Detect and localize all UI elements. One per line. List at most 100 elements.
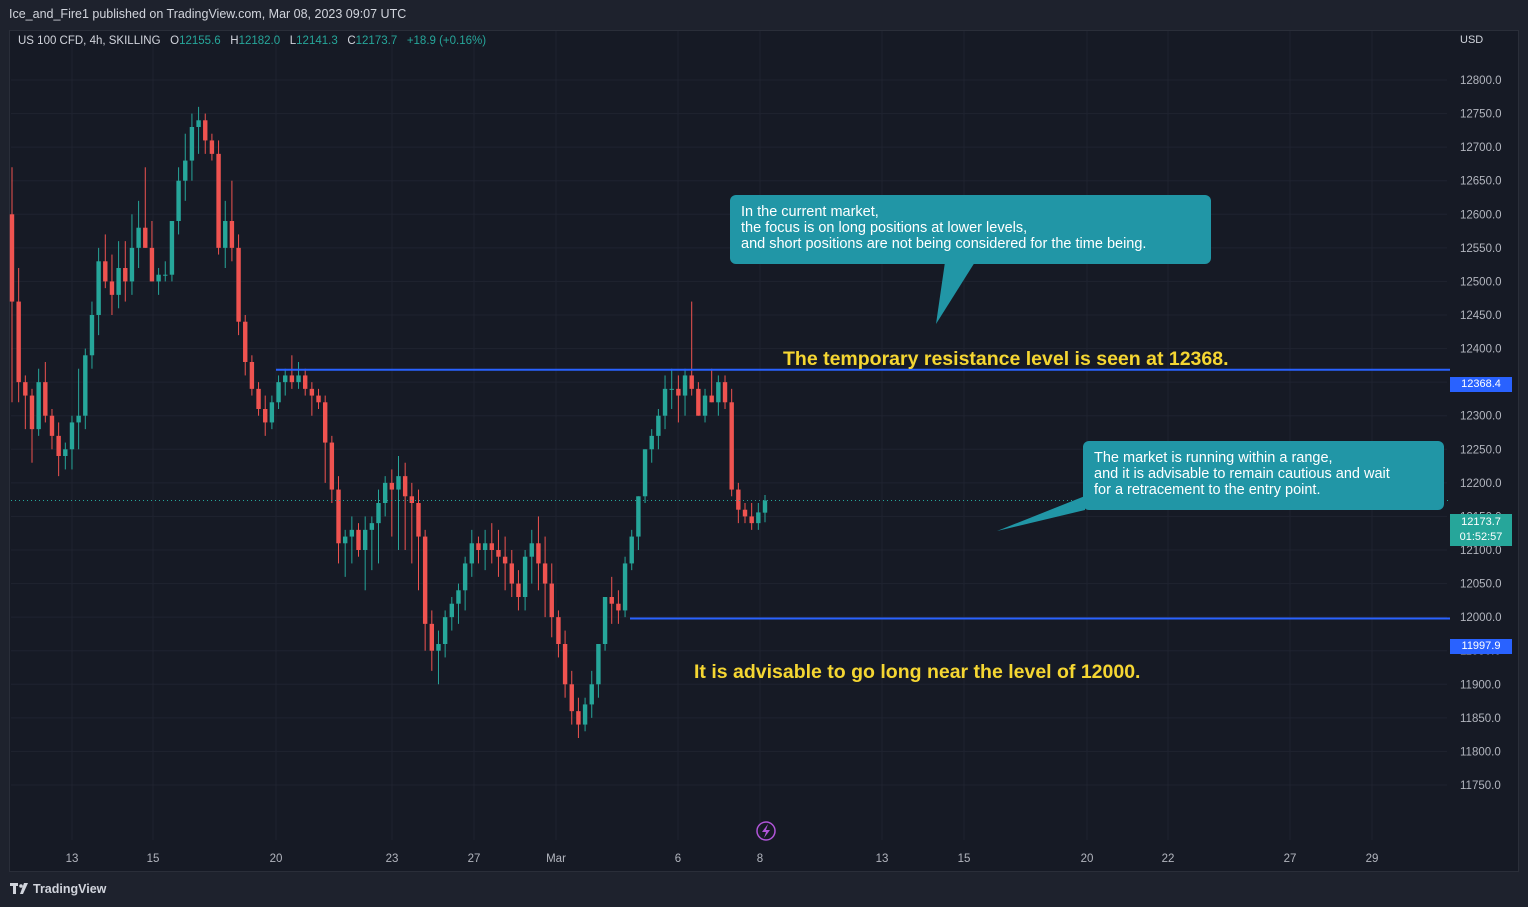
candle[interactable] xyxy=(316,388,321,409)
candle[interactable] xyxy=(529,529,534,584)
candle[interactable] xyxy=(636,496,641,550)
candle[interactable] xyxy=(116,241,121,309)
candle[interactable] xyxy=(56,422,61,477)
candle[interactable] xyxy=(342,529,348,577)
candle[interactable] xyxy=(462,556,468,611)
candle[interactable] xyxy=(16,268,21,403)
candle[interactable] xyxy=(63,442,68,470)
candle[interactable] xyxy=(136,200,141,268)
candle[interactable] xyxy=(656,409,661,450)
candle[interactable] xyxy=(609,576,614,624)
candle[interactable] xyxy=(256,382,261,416)
candle[interactable] xyxy=(382,476,388,517)
candle[interactable] xyxy=(203,113,208,154)
candle[interactable] xyxy=(109,254,115,315)
candle[interactable] xyxy=(702,388,708,423)
candle[interactable] xyxy=(449,597,455,631)
candle[interactable] xyxy=(762,494,768,523)
candle[interactable] xyxy=(389,469,395,537)
candle[interactable] xyxy=(402,462,408,550)
candle[interactable] xyxy=(349,516,355,564)
candle[interactable] xyxy=(283,368,288,396)
candle[interactable] xyxy=(309,382,315,416)
candle[interactable] xyxy=(489,523,494,564)
candle[interactable] xyxy=(209,133,215,161)
candle[interactable] xyxy=(29,388,35,463)
candle[interactable] xyxy=(696,382,701,416)
candle[interactable] xyxy=(549,563,554,638)
candle[interactable] xyxy=(642,449,648,503)
candle[interactable] xyxy=(596,644,601,698)
candle[interactable] xyxy=(196,106,201,154)
candle[interactable] xyxy=(223,200,228,268)
candle[interactable] xyxy=(622,556,628,618)
candle[interactable] xyxy=(229,180,235,262)
candle[interactable] xyxy=(263,395,268,436)
candle[interactable] xyxy=(629,529,634,571)
candle[interactable] xyxy=(469,529,474,577)
candle[interactable] xyxy=(322,395,328,483)
candle[interactable] xyxy=(149,221,155,282)
candle[interactable] xyxy=(96,247,101,336)
candle[interactable] xyxy=(722,375,728,409)
candle[interactable] xyxy=(189,113,195,181)
tradingview-brand[interactable]: TradingView xyxy=(33,882,107,896)
candle[interactable] xyxy=(509,550,514,597)
candle[interactable] xyxy=(736,482,741,524)
candle[interactable] xyxy=(429,610,435,671)
lightning-icon[interactable] xyxy=(756,821,776,841)
candle[interactable] xyxy=(649,429,654,463)
candle[interactable] xyxy=(749,503,754,530)
candle[interactable] xyxy=(589,670,594,718)
candle[interactable] xyxy=(83,348,88,430)
candle[interactable] xyxy=(376,489,381,564)
tradingview-logo-icon[interactable] xyxy=(10,883,30,895)
candle[interactable] xyxy=(676,375,681,423)
candle[interactable] xyxy=(143,167,148,248)
candle[interactable] xyxy=(742,503,748,524)
candle[interactable] xyxy=(409,482,415,564)
candle[interactable] xyxy=(522,550,528,611)
candle[interactable] xyxy=(362,516,368,591)
candle[interactable] xyxy=(23,375,28,430)
candle[interactable] xyxy=(129,214,135,295)
candle[interactable] xyxy=(669,368,674,409)
candle[interactable] xyxy=(249,355,255,396)
candle[interactable] xyxy=(422,529,428,651)
candle[interactable] xyxy=(163,261,168,282)
candle[interactable] xyxy=(756,503,761,530)
candle[interactable] xyxy=(616,590,621,624)
candle[interactable] xyxy=(536,516,541,591)
candle[interactable] xyxy=(416,489,421,591)
callout-right[interactable]: The market is running within a range, an… xyxy=(1083,441,1444,510)
candle[interactable] xyxy=(482,529,488,571)
candle[interactable] xyxy=(43,362,48,423)
candle[interactable] xyxy=(456,583,461,624)
candle[interactable] xyxy=(176,167,181,235)
candle[interactable] xyxy=(582,697,588,732)
candle[interactable] xyxy=(542,536,548,618)
candle[interactable] xyxy=(216,140,221,255)
candle[interactable] xyxy=(296,362,301,389)
candle[interactable] xyxy=(169,221,175,282)
candle[interactable] xyxy=(69,415,75,470)
candle[interactable] xyxy=(336,476,341,564)
candle[interactable] xyxy=(602,597,608,651)
candle[interactable] xyxy=(556,610,561,658)
candle[interactable] xyxy=(709,368,714,403)
candle[interactable] xyxy=(682,368,688,416)
candle[interactable] xyxy=(729,388,734,497)
candle[interactable] xyxy=(103,234,108,289)
candle[interactable] xyxy=(276,375,281,409)
candle[interactable] xyxy=(716,375,721,416)
candle[interactable] xyxy=(396,456,401,550)
candle[interactable] xyxy=(36,368,41,436)
candle[interactable] xyxy=(562,630,568,698)
candle[interactable] xyxy=(329,435,335,503)
candle[interactable] xyxy=(49,409,55,450)
candle[interactable] xyxy=(183,133,188,201)
candle[interactable] xyxy=(502,536,508,591)
candle[interactable] xyxy=(516,570,521,611)
candle[interactable] xyxy=(436,630,441,685)
